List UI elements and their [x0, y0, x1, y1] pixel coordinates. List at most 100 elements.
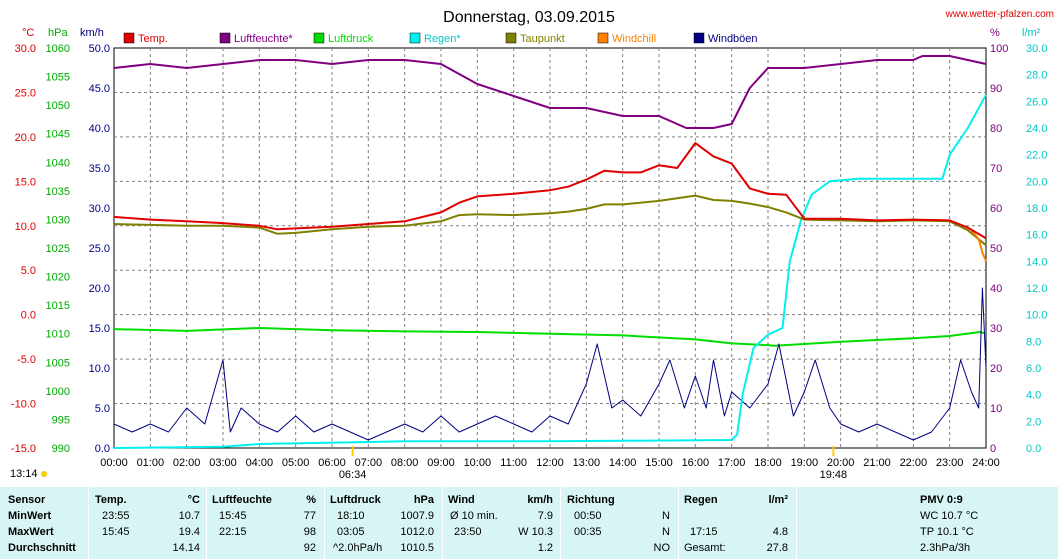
stats-cell: 18:10: [337, 510, 365, 522]
tick-label-time: 04:00: [246, 457, 274, 469]
tick-label-pressure: 1030: [46, 214, 70, 226]
stats-cell: 1007.9: [400, 510, 434, 522]
stats-header-wind: Wind: [448, 494, 475, 506]
tick-label-time: 07:00: [355, 457, 383, 469]
tick-label-time: 12:00: [536, 457, 564, 469]
tick-label-rain: 2.0: [1026, 416, 1041, 428]
tick-label-rain: 14.0: [1026, 256, 1047, 268]
stats-cell: TP 10.1 °C: [920, 526, 974, 538]
tick-label-time: 13:00: [573, 457, 601, 469]
chart-legend: Temp. Luftfeuchte* Luftdruck Regen* Taupunkt…: [123, 32, 758, 45]
tick-label-time: 19:00: [791, 457, 819, 469]
tick-label-temp: -10.0: [11, 399, 36, 411]
tick-label-rain: 8.0: [1026, 336, 1041, 348]
stats-header-humidity-unit: %: [306, 494, 316, 506]
tick-label-wind: 25.0: [89, 243, 110, 255]
tick-label-temp: 25.0: [15, 87, 36, 99]
stats-cell: NO: [653, 542, 671, 554]
tick-label-wind: 20.0: [89, 283, 110, 295]
tick-label-humidity: 70: [990, 163, 1002, 175]
stats-cell: WC 10.7 °C: [920, 510, 979, 522]
tick-label-time: 15:00: [645, 457, 673, 469]
tick-label-humidity: 10: [990, 403, 1002, 415]
tick-label-temp: 5.0: [21, 265, 36, 277]
tick-label-rain: 20.0: [1026, 176, 1047, 188]
tick-label-time: 18:00: [754, 457, 782, 469]
stats-cell: Ø 10 min.: [450, 510, 498, 522]
tick-label-rain: 12.0: [1026, 283, 1047, 295]
series-line-regen: [113, 94, 987, 449]
tick-label-time: 01:00: [137, 457, 165, 469]
stats-cell: 1.2: [537, 542, 553, 554]
tick-label-rain: 16.0: [1026, 230, 1047, 242]
stats-row-label: Durchschnitt: [8, 542, 76, 554]
stats-cell: N: [662, 526, 670, 538]
legend-label: Luftfeuchte*: [234, 33, 293, 45]
stats-cell: 22:15: [219, 526, 247, 538]
tick-label-wind: 45.0: [89, 83, 110, 95]
legend-swatch: [123, 32, 135, 44]
stats-cell: 4.8: [772, 526, 788, 538]
tick-label-rain: 26.0: [1026, 96, 1047, 108]
tick-label-time: 16:00: [682, 457, 710, 469]
tick-label-time: 17:00: [718, 457, 746, 469]
tick-label-time: 24:00: [972, 457, 1000, 469]
tick-label-pressure: 1010: [46, 329, 70, 341]
tick-label-wind: 15.0: [89, 323, 110, 335]
stats-cell: 00:50: [574, 510, 602, 522]
tick-label-pressure: 1025: [46, 243, 70, 255]
stats-cell: ^2.0hPa/h: [333, 542, 383, 554]
tick-label-time: 22:00: [900, 457, 928, 469]
axis-label-humidity: %: [990, 27, 1000, 39]
tick-label-time: 10:00: [464, 457, 492, 469]
axis-label-rain: l/m²: [1022, 27, 1041, 39]
stats-cell: 00:35: [574, 526, 602, 538]
tick-label-time: 14:00: [609, 457, 637, 469]
stats-header-humidity: Luftfeuchte: [212, 494, 272, 506]
stats-cell: 17:15: [690, 526, 718, 538]
tick-label-humidity: 100: [990, 43, 1008, 55]
stats-cell: 7.9: [537, 510, 553, 522]
tick-label-pressure: 1035: [46, 186, 70, 198]
tick-label-pressure: 990: [52, 443, 70, 455]
stats-row-label: MaxWert: [8, 526, 54, 538]
stats-header-pmv: PMV 0:9: [920, 494, 963, 506]
tick-label-pressure: 1000: [46, 386, 70, 398]
tick-label-rain: 4.0: [1026, 390, 1041, 402]
chart-grid: [113, 47, 987, 449]
series-line-taupunkt: [113, 194, 987, 247]
stats-cell: 14.14: [172, 542, 200, 554]
stats-header-pressure: Luftdruck: [330, 494, 381, 506]
start-sun-icon: [41, 471, 47, 477]
stats-header-rain: Regen: [684, 494, 718, 506]
tick-label-wind: 50.0: [89, 43, 110, 55]
legend-swatch: [505, 32, 517, 44]
sunrise-label: 06:34: [339, 469, 367, 481]
legend-label: Temp.: [138, 33, 168, 45]
stats-cell: 27.8: [766, 542, 788, 554]
tick-label-temp: 10.0: [15, 221, 36, 233]
legend-swatch: [409, 32, 421, 44]
stats-cell: N: [662, 510, 670, 522]
stats-cell: 10.7: [178, 510, 200, 522]
legend-label: Windchill: [612, 33, 656, 45]
tick-label-humidity: 80: [990, 123, 1002, 135]
tick-label-time: 11:00: [500, 457, 527, 469]
legend-swatch: [693, 32, 705, 44]
stats-cell: 1012.0: [400, 526, 434, 538]
axis-label-temp: °C: [22, 27, 34, 39]
legend-label: Regen*: [424, 33, 461, 45]
stats-row-label: MinWert: [8, 510, 52, 522]
axis-label-wind: km/h: [80, 27, 104, 39]
stats-header-temp-unit: °C: [187, 494, 200, 506]
source-link[interactable]: www.wetter-pfalzen.com: [945, 9, 1054, 20]
tick-label-humidity: 20: [990, 363, 1002, 375]
tick-label-temp: 0.0: [21, 310, 36, 322]
tick-label-pressure: 1045: [46, 129, 70, 141]
tick-label-pressure: 1015: [46, 300, 70, 312]
tick-label-temp: 15.0: [15, 176, 36, 188]
stats-cell: 98: [303, 526, 316, 538]
chart-series: [113, 55, 987, 449]
stats-header-pressure-unit: hPa: [413, 494, 434, 506]
axis-label-pressure: hPa: [48, 27, 68, 39]
